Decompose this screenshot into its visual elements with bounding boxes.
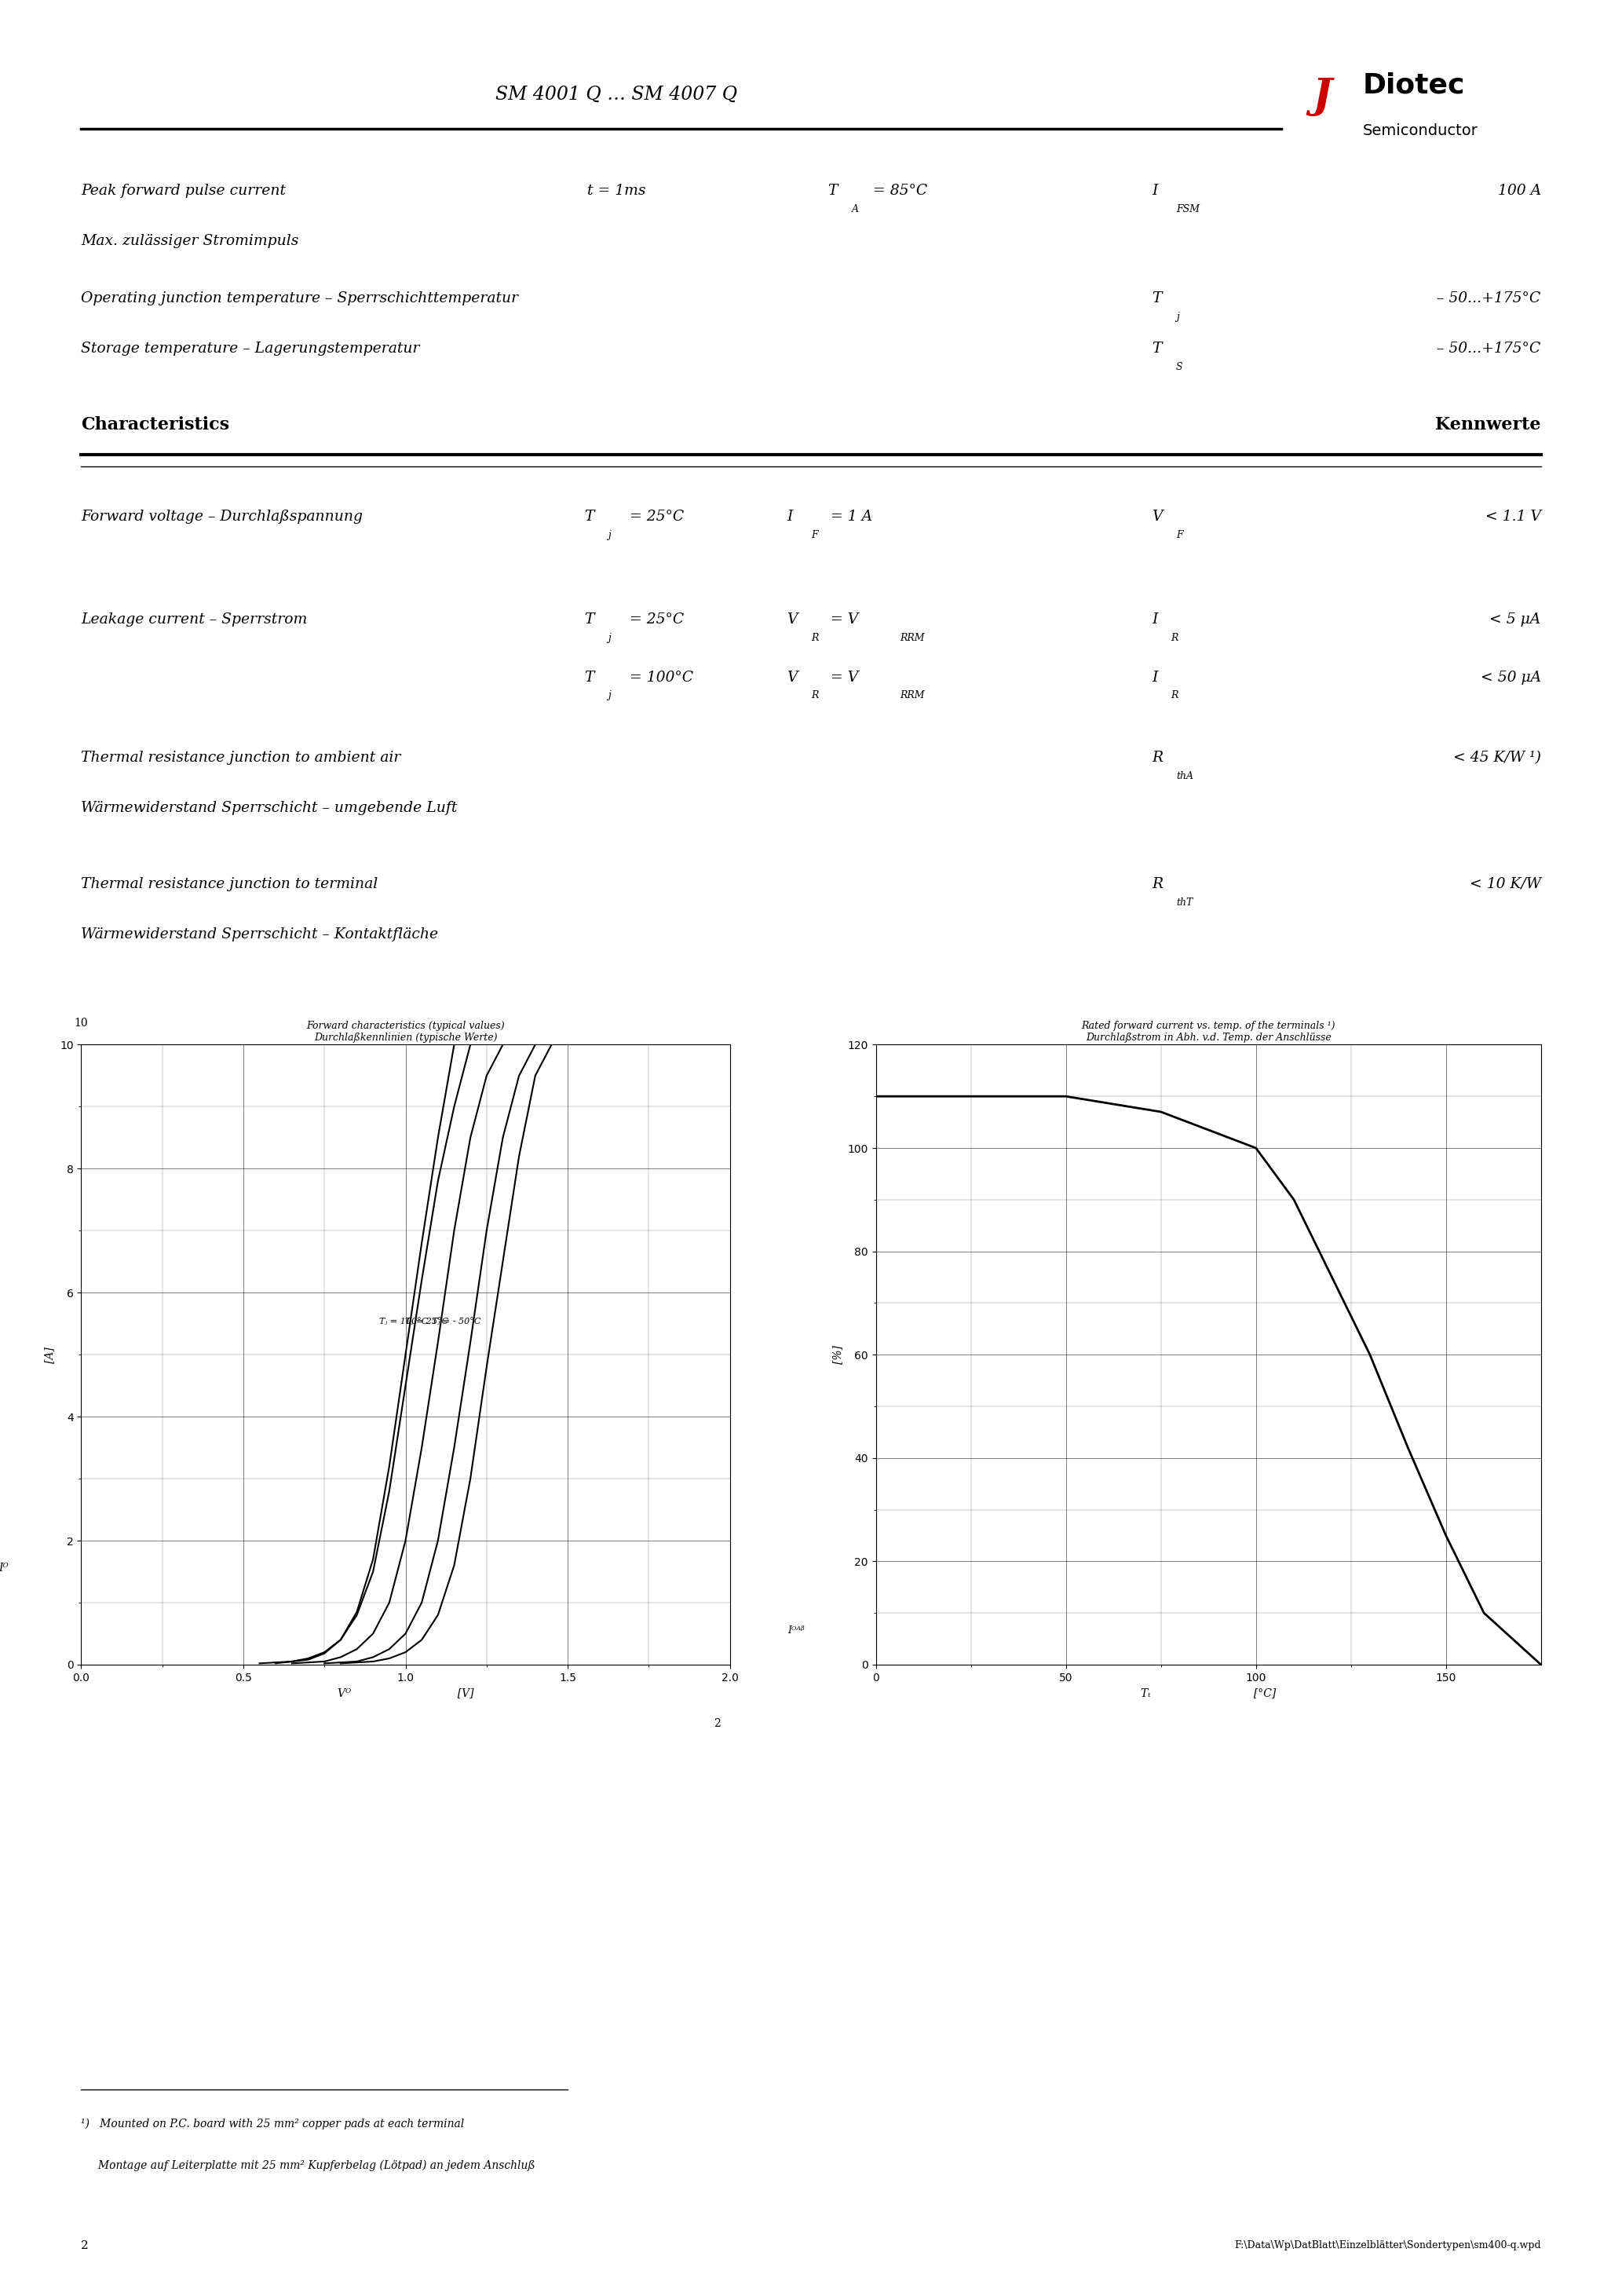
Text: Storage temperature – Lagerungstemperatur: Storage temperature – Lagerungstemperatu… bbox=[81, 342, 420, 356]
Text: – 50...+175°C: – 50...+175°C bbox=[1437, 342, 1541, 356]
Text: = 25°C: = 25°C bbox=[629, 510, 684, 523]
Text: Iᴼ: Iᴼ bbox=[0, 1564, 8, 1575]
Text: ¹)   Mounted on P.C. board with 25 mm² copper pads at each terminal: ¹) Mounted on P.C. board with 25 mm² cop… bbox=[81, 2119, 464, 2128]
Text: A: A bbox=[852, 204, 858, 214]
Text: RRM: RRM bbox=[900, 691, 925, 700]
Text: thA: thA bbox=[1176, 771, 1194, 781]
Text: = 85°C: = 85°C bbox=[873, 184, 928, 197]
Title: Forward characteristics (typical values)
Durchlaßkennlinien (typische Werte): Forward characteristics (typical values)… bbox=[307, 1022, 504, 1042]
Text: Tⱼ = 25°C: Tⱼ = 25°C bbox=[406, 1318, 449, 1325]
Text: I: I bbox=[1152, 613, 1158, 627]
Text: I: I bbox=[787, 510, 793, 523]
Text: Diotec: Diotec bbox=[1362, 71, 1465, 99]
Text: Max. zulässiger Stromimpuls: Max. zulässiger Stromimpuls bbox=[81, 234, 298, 248]
Text: Leakage current – Sperrstrom: Leakage current – Sperrstrom bbox=[81, 613, 308, 627]
Text: < 5 μA: < 5 μA bbox=[1489, 613, 1541, 627]
Text: Forward voltage – Durchlaßspannung: Forward voltage – Durchlaßspannung bbox=[81, 510, 363, 523]
Text: Wärmewiderstand Sperrschicht – umgebende Luft: Wärmewiderstand Sperrschicht – umgebende… bbox=[81, 801, 457, 815]
Text: F: F bbox=[811, 530, 817, 540]
Text: Iᴼᴬᵝ: Iᴼᴬᵝ bbox=[788, 1626, 805, 1637]
Text: T: T bbox=[584, 613, 594, 627]
Text: = 1 A: = 1 A bbox=[830, 510, 873, 523]
X-axis label: Vᴼ                               [V]: Vᴼ [V] bbox=[337, 1688, 474, 1699]
Text: S: S bbox=[1176, 363, 1182, 372]
Text: Peak forward pulse current: Peak forward pulse current bbox=[81, 184, 285, 197]
Text: T: T bbox=[827, 184, 837, 197]
Text: J: J bbox=[1312, 76, 1332, 117]
Text: R: R bbox=[811, 634, 819, 643]
Text: = V: = V bbox=[830, 670, 858, 684]
Text: Tⱼ = 100°C: Tⱼ = 100°C bbox=[380, 1318, 428, 1325]
Text: T: T bbox=[1152, 292, 1161, 305]
Text: R: R bbox=[1152, 877, 1163, 891]
Text: R: R bbox=[1152, 751, 1163, 765]
Text: T: T bbox=[584, 670, 594, 684]
Text: 2: 2 bbox=[714, 1717, 720, 1729]
Text: Montage auf Leiterplatte mit 25 mm² Kupferbelag (Lötpad) an jedem Anschluß: Montage auf Leiterplatte mit 25 mm² Kupf… bbox=[81, 2161, 535, 2170]
Text: V: V bbox=[787, 670, 798, 684]
Text: Kennwerte: Kennwerte bbox=[1435, 416, 1541, 434]
Text: < 50 μA: < 50 μA bbox=[1481, 670, 1541, 684]
Text: < 1.1 V: < 1.1 V bbox=[1486, 510, 1541, 523]
Text: j: j bbox=[608, 634, 611, 643]
Text: Semiconductor: Semiconductor bbox=[1362, 124, 1478, 138]
Text: Characteristics: Characteristics bbox=[81, 416, 230, 434]
Text: SM 4001 Q … SM 4007 Q: SM 4001 Q … SM 4007 Q bbox=[495, 85, 738, 103]
Text: T: T bbox=[1152, 342, 1161, 356]
Text: R: R bbox=[1171, 634, 1179, 643]
Text: Tⱼ = - 50°C: Tⱼ = - 50°C bbox=[431, 1318, 480, 1325]
Text: RRM: RRM bbox=[900, 634, 925, 643]
Text: 10: 10 bbox=[75, 1017, 88, 1029]
Text: j: j bbox=[608, 530, 611, 540]
Title: Rated forward current vs. temp. of the terminals ¹)
Durchlaßstrom in Abh. v.d. T: Rated forward current vs. temp. of the t… bbox=[1082, 1022, 1335, 1042]
Text: = 25°C: = 25°C bbox=[629, 613, 684, 627]
Text: t = 1ms: t = 1ms bbox=[587, 184, 646, 197]
Text: 2: 2 bbox=[81, 2241, 89, 2250]
Text: I: I bbox=[1152, 670, 1158, 684]
Text: < 10 K/W: < 10 K/W bbox=[1470, 877, 1541, 891]
Text: T: T bbox=[584, 510, 594, 523]
Text: V: V bbox=[787, 613, 798, 627]
Text: F: F bbox=[1176, 530, 1182, 540]
Y-axis label: [A]: [A] bbox=[44, 1345, 55, 1364]
Text: 100 A: 100 A bbox=[1497, 184, 1541, 197]
X-axis label: Tₜ                              [°C]: Tₜ [°C] bbox=[1140, 1688, 1277, 1699]
Y-axis label: [%]: [%] bbox=[832, 1345, 843, 1364]
Text: F:\Data\Wp\DatBlatt\Einzelblätter\Sondertypen\sm400-q.wpd: F:\Data\Wp\DatBlatt\Einzelblätter\Sonder… bbox=[1234, 2241, 1541, 2250]
Text: – 50...+175°C: – 50...+175°C bbox=[1437, 292, 1541, 305]
Text: V: V bbox=[1152, 510, 1163, 523]
Text: j: j bbox=[1176, 312, 1179, 321]
Text: < 45 K/W ¹): < 45 K/W ¹) bbox=[1453, 751, 1541, 765]
Text: FSM: FSM bbox=[1176, 204, 1200, 214]
Text: Thermal resistance junction to ambient air: Thermal resistance junction to ambient a… bbox=[81, 751, 401, 765]
Text: Wärmewiderstand Sperrschicht – Kontaktfläche: Wärmewiderstand Sperrschicht – Kontaktfl… bbox=[81, 928, 438, 941]
Text: = V: = V bbox=[830, 613, 858, 627]
Text: = 100°C: = 100°C bbox=[629, 670, 693, 684]
Text: thT: thT bbox=[1176, 898, 1192, 907]
Text: Operating junction temperature – Sperrschichttemperatur: Operating junction temperature – Sperrsc… bbox=[81, 292, 519, 305]
Text: j: j bbox=[608, 691, 611, 700]
Text: Thermal resistance junction to terminal: Thermal resistance junction to terminal bbox=[81, 877, 378, 891]
Text: R: R bbox=[1171, 691, 1179, 700]
Text: I: I bbox=[1152, 184, 1158, 197]
Text: R: R bbox=[811, 691, 819, 700]
